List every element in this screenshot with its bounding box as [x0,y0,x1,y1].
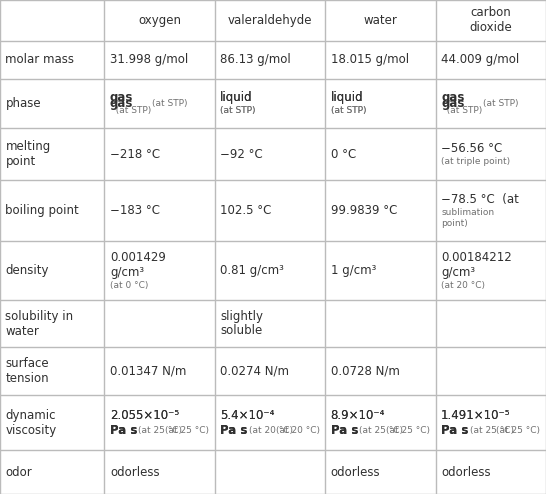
Text: −218 °C: −218 °C [110,148,160,161]
Text: sublimation: sublimation [441,208,494,217]
Text: 102.5 °C: 102.5 °C [220,205,272,217]
Text: 5.4×10⁻⁴: 5.4×10⁻⁴ [220,409,275,422]
Text: oxygen: oxygen [138,14,181,27]
Text: odor: odor [5,466,32,479]
Text: (at 0 °C): (at 0 °C) [110,281,149,290]
Text: Pa s: Pa s [110,423,137,437]
Text: 2.055×10⁻⁵: 2.055×10⁻⁵ [110,409,179,422]
Text: (at STP): (at STP) [220,106,256,115]
Text: odorless: odorless [441,466,491,479]
Text: 18.015 g/mol: 18.015 g/mol [331,53,409,66]
Text: odorless: odorless [110,466,159,479]
Text: (at triple point): (at triple point) [441,157,510,166]
Text: (at 25 °C): (at 25 °C) [496,426,541,435]
Text: melting
point: melting point [5,140,51,168]
Text: 44.009 g/mol: 44.009 g/mol [441,53,519,66]
Text: (at 20 °C): (at 20 °C) [249,426,293,435]
Text: Pa s: Pa s [220,423,248,437]
Text: 0.81 g/cm³: 0.81 g/cm³ [220,264,284,277]
Text: slightly: slightly [220,310,263,323]
Text: 0.0728 N/m: 0.0728 N/m [331,365,400,378]
Text: (at 25 °C): (at 25 °C) [359,426,403,435]
Text: 1.491×10⁻⁵: 1.491×10⁻⁵ [441,409,511,422]
Text: 0.001429: 0.001429 [110,251,166,264]
Text: 0.00184212: 0.00184212 [441,251,512,264]
Text: Pa s: Pa s [220,423,248,437]
Text: molar mass: molar mass [5,53,74,66]
Text: 5.4×10⁻⁴: 5.4×10⁻⁴ [220,409,275,422]
Text: −92 °C: −92 °C [220,148,263,161]
Text: surface
tension: surface tension [5,357,49,385]
Text: Pa s: Pa s [331,423,358,437]
Text: gas: gas [441,97,465,110]
Text: liquid: liquid [331,91,363,104]
Text: point): point) [441,219,468,228]
Text: liquid: liquid [220,91,253,104]
Text: (at 25 °C): (at 25 °C) [470,426,514,435]
Text: solubility in
water: solubility in water [5,310,74,337]
Text: density: density [5,264,49,277]
Text: (at STP): (at STP) [331,106,366,115]
Text: Pa s: Pa s [441,423,468,437]
Text: 8.9×10⁻⁴: 8.9×10⁻⁴ [331,409,385,422]
Text: gas: gas [110,91,133,104]
Text: (at STP): (at STP) [483,99,518,108]
Text: boiling point: boiling point [5,205,79,217]
Text: liquid: liquid [220,91,253,104]
Text: (at STP): (at STP) [331,106,366,115]
Text: water: water [364,14,397,27]
Text: 2.055×10⁻⁵: 2.055×10⁻⁵ [110,409,179,422]
Text: −56.56 °C: −56.56 °C [441,142,502,155]
Text: g/cm³: g/cm³ [441,266,475,279]
Text: −183 °C: −183 °C [110,205,160,217]
Text: 1.491×10⁻⁵: 1.491×10⁻⁵ [441,409,511,422]
Text: Pa s: Pa s [331,423,358,437]
Text: (at STP): (at STP) [441,106,482,115]
Text: 31.998 g/mol: 31.998 g/mol [110,53,188,66]
Text: 0.0274 N/m: 0.0274 N/m [220,365,289,378]
Text: 8.9×10⁻⁴: 8.9×10⁻⁴ [331,409,385,422]
Text: liquid: liquid [331,91,363,104]
Text: (at 25 °C): (at 25 °C) [139,426,182,435]
Text: 86.13 g/mol: 86.13 g/mol [220,53,291,66]
Text: Pa s: Pa s [110,423,137,437]
Text: Pa s: Pa s [441,423,468,437]
Text: 1 g/cm³: 1 g/cm³ [331,264,376,277]
Text: 99.9839 °C: 99.9839 °C [331,205,397,217]
Text: (at 25 °C): (at 25 °C) [165,426,209,435]
Text: (at STP): (at STP) [110,106,151,115]
Text: (at 20 °C): (at 20 °C) [276,426,319,435]
Text: 0 °C: 0 °C [331,148,356,161]
Text: dynamic
viscosity: dynamic viscosity [5,409,57,437]
Text: g/cm³: g/cm³ [110,266,144,279]
Text: gas: gas [441,91,465,104]
Text: −78.5 °C  (at: −78.5 °C (at [441,193,519,206]
Text: odorless: odorless [331,466,381,479]
Text: 0.01347 N/m: 0.01347 N/m [110,365,186,378]
Text: phase: phase [5,97,41,110]
Text: (at STP): (at STP) [152,99,187,108]
Text: (at 25 °C): (at 25 °C) [386,426,430,435]
Text: (at STP): (at STP) [220,106,256,115]
Text: (at 20 °C): (at 20 °C) [441,281,485,290]
Text: valeraldehyde: valeraldehyde [228,14,312,27]
Text: gas: gas [110,97,133,110]
Text: carbon
dioxide: carbon dioxide [470,6,512,35]
Text: soluble: soluble [220,325,263,337]
